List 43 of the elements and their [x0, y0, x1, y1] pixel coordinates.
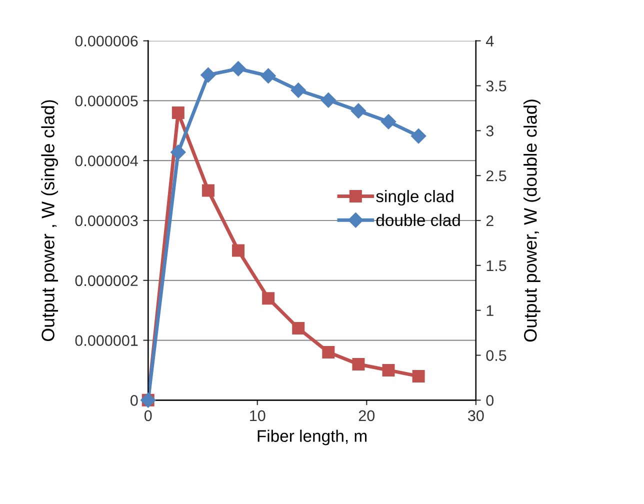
x-tick-label: 20 [358, 410, 375, 422]
point [322, 346, 335, 359]
x-tick-label: 30 [468, 410, 484, 422]
y-tick-label: 0.000005 [75, 96, 138, 106]
y2-tick-label: 3.5 [486, 80, 506, 92]
x-tick-label: 0 [144, 410, 152, 422]
y2-tick-label: 4 [486, 36, 494, 46]
legend-label: single clad [376, 190, 454, 206]
point [352, 358, 365, 370]
y2-tick-label: 0.5 [486, 350, 506, 361]
y-tick-label: 0.000001 [75, 335, 138, 346]
point [290, 82, 306, 98]
y2-tick-label: 2 [486, 215, 494, 226]
y2-tick-label: 1.5 [486, 260, 506, 272]
point [262, 292, 275, 305]
y-tick-label: 0.000003 [75, 215, 138, 226]
y-tick-label: 0.000006 [75, 36, 138, 47]
point [292, 322, 305, 335]
y2-tick-label: 3 [486, 126, 494, 136]
y2-tick-label: 0 [486, 395, 494, 406]
x-tick-label: 10 [250, 410, 266, 422]
y-axis-title: Output power , W (single clad) [41, 100, 58, 342]
y2-tick-label: 2.5 [486, 170, 506, 182]
y2-axis-title: Output power, W (double clad) [524, 100, 540, 342]
point [260, 68, 276, 84]
point [350, 103, 366, 118]
y-tick-label: 0.000002 [75, 275, 138, 286]
point [410, 128, 426, 144]
point [412, 370, 425, 382]
y-tick-label: 0.000004 [75, 155, 138, 166]
point [202, 184, 214, 197]
point [232, 244, 245, 257]
point [382, 364, 395, 376]
y-tick-label: 0 [130, 395, 138, 406]
legend-label: double clad [376, 214, 460, 226]
point [172, 106, 184, 119]
point [200, 67, 216, 83]
point [170, 144, 186, 160]
y2-tick-label: 1 [486, 305, 494, 316]
point [380, 114, 396, 130]
x-axis-title: Fiber length, m [258, 430, 366, 446]
point [320, 92, 336, 108]
point [230, 61, 246, 76]
